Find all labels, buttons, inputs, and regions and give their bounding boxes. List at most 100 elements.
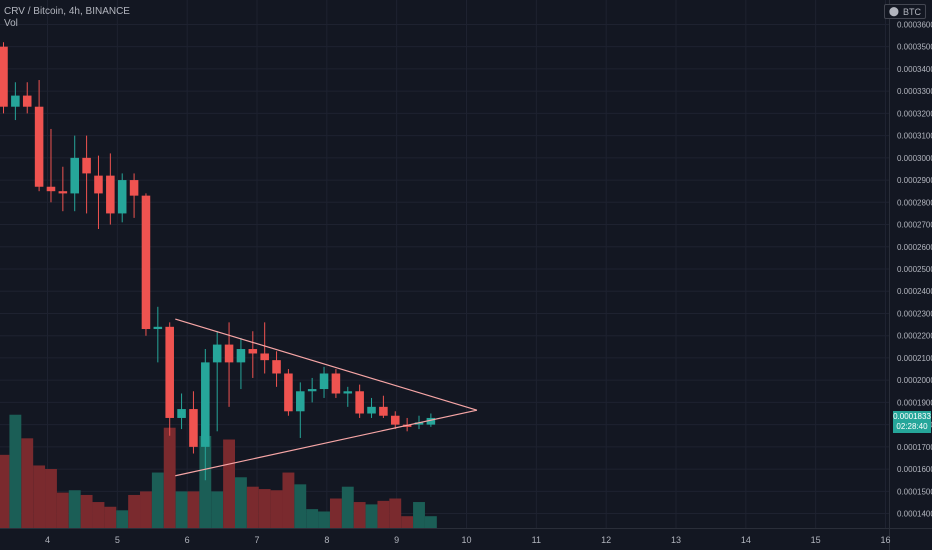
price-tick-label: 0.0002900 <box>897 176 932 185</box>
volume-bar <box>68 490 81 528</box>
time-tick-label: 16 <box>881 535 891 545</box>
time-tick-label: 10 <box>461 535 471 545</box>
last-price-tag: 0.0001833 02:28:40 <box>893 411 931 433</box>
price-tick-label: 0.0002000 <box>897 376 932 385</box>
price-tick-label: 0.0001700 <box>897 443 932 452</box>
candle-body <box>260 353 269 361</box>
candle-body <box>272 360 281 374</box>
volume-bar <box>246 486 259 528</box>
volume-bar <box>80 494 93 528</box>
time-tick-label: 13 <box>671 535 681 545</box>
volume-bar <box>365 504 378 528</box>
volume-bar <box>187 491 200 528</box>
price-tick-label: 0.0002700 <box>897 221 932 230</box>
candle-body <box>307 389 317 392</box>
time-tick-label: 6 <box>185 535 190 545</box>
symbol-title: CRV / Bitcoin, 4h, BINANCE <box>4 6 130 17</box>
price-tick-label: 0.0003600 <box>897 20 932 29</box>
candle-body <box>34 106 44 187</box>
volume-bar <box>56 492 69 528</box>
volume-bar <box>140 491 152 528</box>
candle-body <box>331 373 341 394</box>
price-tick-label: 0.0002400 <box>897 287 932 296</box>
candle-body <box>367 406 376 414</box>
triangle-trendline[interactable] <box>175 409 478 477</box>
volume-bar <box>258 489 271 528</box>
price-tick-label: 0.0003200 <box>897 109 932 118</box>
last-price-value: 0.0001833 <box>893 412 931 421</box>
candle-body <box>390 415 400 425</box>
candle-body <box>426 417 436 425</box>
candle-body <box>94 175 103 194</box>
volume-bar <box>128 494 141 528</box>
candle-body <box>201 362 210 447</box>
price-tick-label: 0.0003500 <box>897 43 932 52</box>
candle-body <box>82 157 91 174</box>
price-tick-label: 0.0003300 <box>897 87 932 96</box>
gear-icon[interactable]: ⬤ <box>888 6 899 16</box>
volume-bar <box>389 498 402 528</box>
candle-body <box>106 175 115 214</box>
candle-body <box>379 406 388 416</box>
candle-body <box>165 326 174 418</box>
price-tick-label: 0.0002800 <box>897 198 932 207</box>
candle-body <box>248 349 258 354</box>
price-tick-label: 0.0002100 <box>897 354 932 363</box>
volume-bar <box>199 435 212 528</box>
candle-body <box>0 46 8 107</box>
candle-body <box>343 391 353 394</box>
price-tick-label: 0.0002300 <box>897 309 932 318</box>
price-tick-label: 0.0001900 <box>897 398 932 407</box>
price-tick-label: 0.0002500 <box>897 265 932 274</box>
volume-bar <box>401 516 414 528</box>
price-tick-label: 0.0002600 <box>897 243 932 252</box>
volume-bar <box>92 502 105 528</box>
time-tick-label: 7 <box>254 535 259 545</box>
time-tick-label: 15 <box>811 535 821 545</box>
bar-countdown: 02:28:40 <box>893 422 931 432</box>
price-tick-label: 0.0003100 <box>897 132 932 141</box>
price-tick-label: 0.0001500 <box>897 487 932 496</box>
candle-body <box>58 191 68 194</box>
volume-bar <box>318 511 330 528</box>
price-tick-label: 0.0002200 <box>897 332 932 341</box>
volume-bar <box>33 465 46 528</box>
volume-legend-label: Vol <box>4 18 18 29</box>
candle-body <box>414 422 424 425</box>
candle-body <box>46 186 56 192</box>
price-tick-label: 0.0001600 <box>897 465 932 474</box>
candle-body <box>296 391 305 412</box>
time-tick-label: 14 <box>741 535 751 545</box>
volume-bar <box>282 472 295 528</box>
candle-body <box>224 344 234 363</box>
volume-bar <box>211 491 224 528</box>
candle-body <box>319 373 329 390</box>
volume-bar <box>9 414 22 528</box>
volume-bar <box>104 506 117 528</box>
currency-badge[interactable]: ⬤ BTC <box>883 4 926 19</box>
price-tick-label: 0.0003000 <box>897 154 932 163</box>
chart-legend: CRV / Bitcoin, 4h, BINANCE Vol <box>4 6 130 30</box>
time-tick-label: 11 <box>532 535 541 545</box>
volume-bar <box>223 439 235 528</box>
volume-bar <box>21 438 34 528</box>
volume-bar <box>329 498 342 528</box>
volume-bar <box>0 454 10 528</box>
triangle-trendline[interactable] <box>175 318 478 411</box>
candle-body <box>70 157 79 194</box>
volume-bar <box>270 490 283 528</box>
currency-label: BTC <box>903 6 921 17</box>
candle-body <box>236 349 246 363</box>
time-tick-label: 5 <box>115 535 120 545</box>
candle-body <box>189 409 198 447</box>
candle-body <box>212 344 222 363</box>
volume-bar <box>234 477 247 528</box>
candle-body <box>129 180 139 196</box>
volume-bar <box>306 509 319 528</box>
volume-bar <box>45 469 57 528</box>
candle-body <box>11 95 20 107</box>
time-tick-label: 4 <box>45 535 50 545</box>
time-tick-label: 9 <box>394 535 399 545</box>
